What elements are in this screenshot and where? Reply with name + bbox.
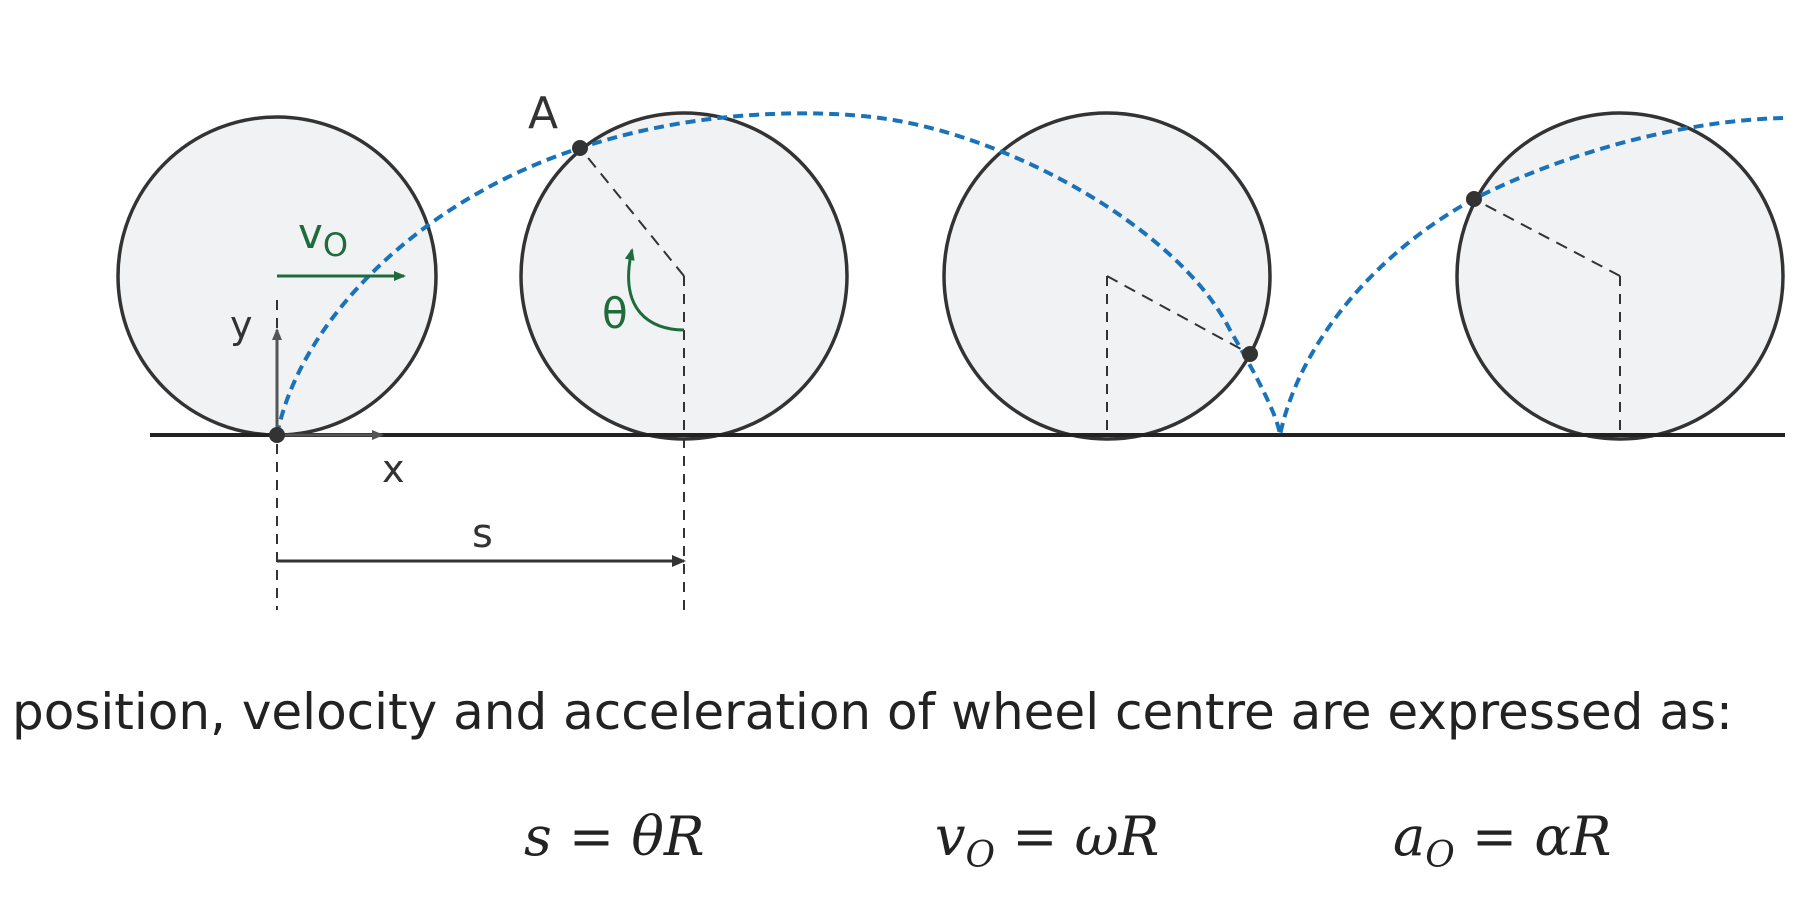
radius-line-4 bbox=[1473, 198, 1621, 277]
eq-op: = bbox=[1012, 805, 1058, 868]
equation-position: s = θR bbox=[524, 805, 704, 868]
angle-label: θ bbox=[602, 289, 628, 338]
distance-label: s bbox=[472, 511, 493, 557]
eq-lhs: s bbox=[524, 805, 552, 868]
point-a bbox=[572, 140, 588, 156]
eq-rhs: θR bbox=[631, 805, 705, 868]
eq-rhs: ωR bbox=[1074, 805, 1160, 868]
x-axis-label: x bbox=[382, 447, 405, 491]
radius-line-2 bbox=[579, 147, 685, 277]
contact-point-1 bbox=[269, 427, 285, 443]
point-a-label: A bbox=[528, 88, 558, 139]
eq-op: = bbox=[1471, 805, 1518, 868]
eq-sub: O bbox=[1425, 835, 1455, 876]
angle-arc bbox=[624, 248, 685, 332]
caption-text: position, velocity and acceleration of w… bbox=[12, 683, 1733, 741]
eq-sub: O bbox=[965, 835, 996, 876]
point-4 bbox=[1466, 191, 1482, 207]
eq-lhs: v bbox=[935, 805, 966, 868]
point-3 bbox=[1242, 346, 1258, 362]
velocity-label: vO bbox=[298, 209, 348, 264]
eq-rhs: αR bbox=[1534, 805, 1612, 868]
eq-op: = bbox=[568, 805, 615, 868]
equation-acceleration: aO = αR bbox=[1393, 805, 1612, 876]
rolling-wheel-diagram: vO y x A θ s bbox=[116, 88, 1786, 610]
radius-line-3 bbox=[1106, 275, 1251, 355]
eq-lhs: a bbox=[1393, 805, 1426, 868]
y-axis-label: y bbox=[230, 303, 253, 347]
equation-velocity: vO = ωR bbox=[935, 805, 1160, 876]
